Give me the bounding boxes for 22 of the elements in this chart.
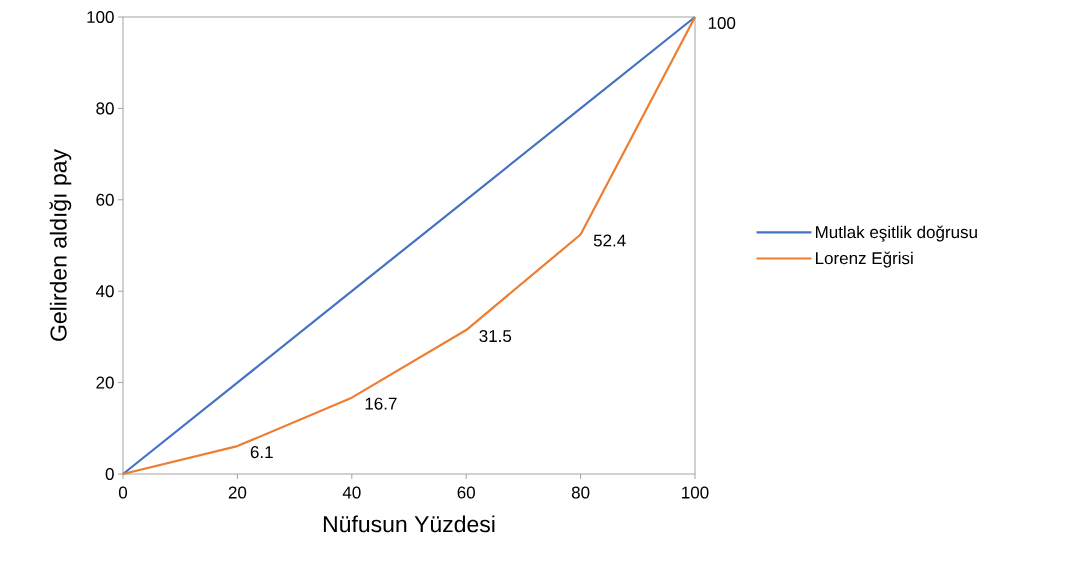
data-label: 31.5 xyxy=(479,330,512,343)
y-tick-label: 60 xyxy=(96,193,114,206)
y-tick-label: 100 xyxy=(87,10,114,24)
x-tick-label: 60 xyxy=(457,486,475,499)
y-tick-label: 0 xyxy=(105,467,114,481)
y-axis-title: Gelirden aldığı pay xyxy=(49,149,72,341)
y-tick-label: 80 xyxy=(96,102,114,115)
x-tick-label: 20 xyxy=(228,486,247,499)
x-tick-label: 0 xyxy=(118,486,128,499)
x-axis-title: Nüfusun Yüzdesi xyxy=(323,515,495,533)
data-label: 52.4 xyxy=(593,234,626,247)
data-label: 6.1 xyxy=(250,446,273,459)
data-label: 16.7 xyxy=(365,397,397,410)
x-tick-label: 80 xyxy=(571,486,590,499)
x-tick-label: 100 xyxy=(682,486,709,499)
legend-label: Mutlak eşitlik doğrusu xyxy=(816,225,977,242)
x-tick-label: 40 xyxy=(342,486,361,499)
legend-label: Lorenz Eğrisi xyxy=(816,251,913,268)
y-tick-label: 20 xyxy=(96,376,114,389)
y-tick-label: 40 xyxy=(95,285,114,298)
data-label: 100 xyxy=(708,16,736,30)
line-series xyxy=(121,15,697,476)
